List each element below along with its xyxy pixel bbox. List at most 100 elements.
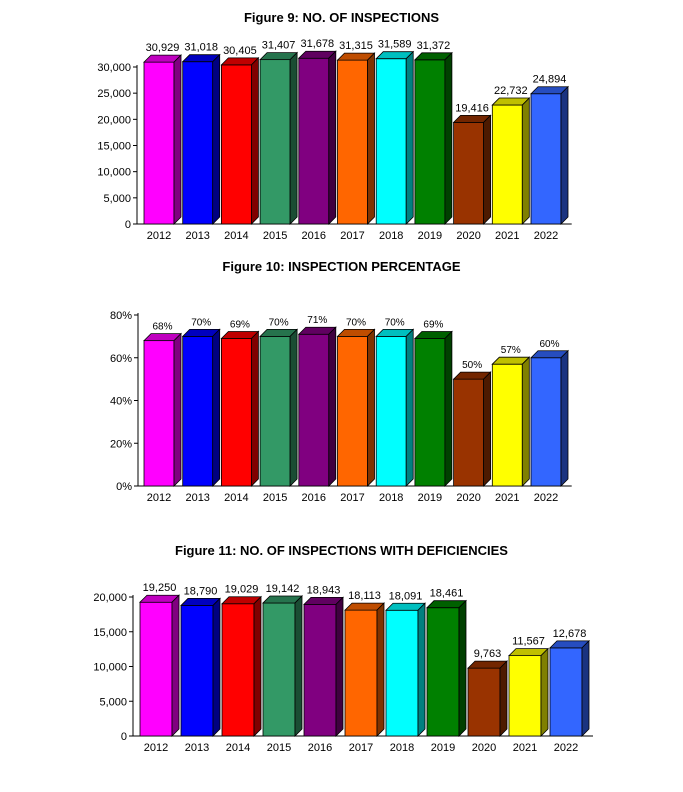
y-tick-label: 0 [121,731,127,743]
bar-side [444,330,453,487]
bar-side [212,53,221,225]
bar [549,639,590,737]
bar-front [414,59,446,225]
x-tick-label: 2013 [185,230,209,242]
bar [375,328,415,487]
bar-side [581,639,590,737]
bar [139,594,180,737]
x-tick-label: 2022 [534,230,558,242]
x-tick-label: 2019 [418,230,442,242]
bar-front [414,338,446,487]
bar-front [259,335,291,487]
bar-front [139,601,173,737]
data-label: 12,678 [553,628,587,640]
data-label: 31,678 [300,38,334,50]
bar [297,50,337,225]
bar-side [560,349,569,487]
y-tick-label: 25,000 [97,88,131,100]
bar-front [221,603,255,737]
bar [508,647,549,737]
bar [452,371,492,487]
bar-side [294,594,303,737]
bar-side [328,326,337,487]
bar-front [337,59,368,225]
bar [452,114,492,225]
bar-side [367,328,375,487]
bar-front [530,357,562,487]
bar-side [253,595,262,737]
bar [413,51,453,225]
bar-front [337,335,368,487]
y-tick-label: 5,000 [103,193,131,205]
data-label: 69% [423,320,443,331]
bar-side [540,647,549,737]
data-label: 60% [539,339,559,350]
data-label: 18,113 [348,590,381,602]
bar-front [467,667,501,737]
bar [181,328,221,487]
data-label: 31,315 [339,40,373,52]
data-label: 57% [501,345,521,356]
data-label: 70% [385,317,405,328]
x-tick-label: 2014 [224,492,248,504]
chart-title: Figure 10: INSPECTION PERCENTAGE [222,259,461,274]
data-label: 68% [152,322,172,333]
bar-side [289,328,298,487]
data-label: 31,407 [262,40,296,52]
bar-front [182,335,214,487]
bar [143,332,182,487]
bar [259,328,299,487]
bar [385,602,426,737]
bar-front [220,338,252,487]
x-tick-label: 2012 [147,230,171,242]
bar [180,597,221,737]
y-tick-label: 0 [125,219,131,231]
data-label: 30,405 [223,45,257,57]
x-tick-label: 2014 [224,230,248,242]
bar [297,326,337,487]
y-tick-label: 40% [110,396,132,408]
bar [181,53,221,225]
x-tick-label: 2013 [185,492,209,504]
bar-front [259,59,291,225]
data-label: 19,250 [143,582,177,594]
x-tick-label: 2015 [267,742,291,754]
bar-front [262,602,296,737]
bar-side [250,56,259,225]
x-tick-label: 2021 [495,230,519,242]
bar-front [303,603,337,737]
x-tick-label: 2017 [340,492,364,504]
bar-front [508,655,542,737]
data-label: 22,732 [494,85,528,97]
bar-front [530,93,562,225]
data-label: 19,029 [225,584,259,596]
data-label: 19,416 [455,102,489,114]
data-label: 31,018 [184,42,218,54]
bar [262,594,303,737]
bar-side [173,54,182,225]
y-tick-label: 60% [110,353,132,365]
y-tick-label: 80% [110,310,132,322]
bar [344,602,385,737]
data-label: 31,372 [417,40,451,52]
bar-side [367,52,375,225]
x-tick-label: 2018 [379,230,403,242]
bar [530,85,569,225]
bar [491,356,531,487]
x-tick-label: 2020 [456,230,480,242]
bar-front [298,333,330,487]
y-tick-label: 20,000 [93,592,127,604]
x-tick-label: 2021 [513,742,537,754]
x-tick-label: 2017 [349,742,373,754]
bar [530,349,569,487]
y-tick-label: 15,000 [97,141,131,153]
data-label: 31,589 [378,39,412,51]
bar [491,97,531,225]
data-label: 9,763 [474,648,502,660]
bar-side [335,596,344,737]
data-label: 18,091 [389,590,423,602]
y-tick-label: 30,000 [97,62,131,74]
bar-side [328,50,337,225]
